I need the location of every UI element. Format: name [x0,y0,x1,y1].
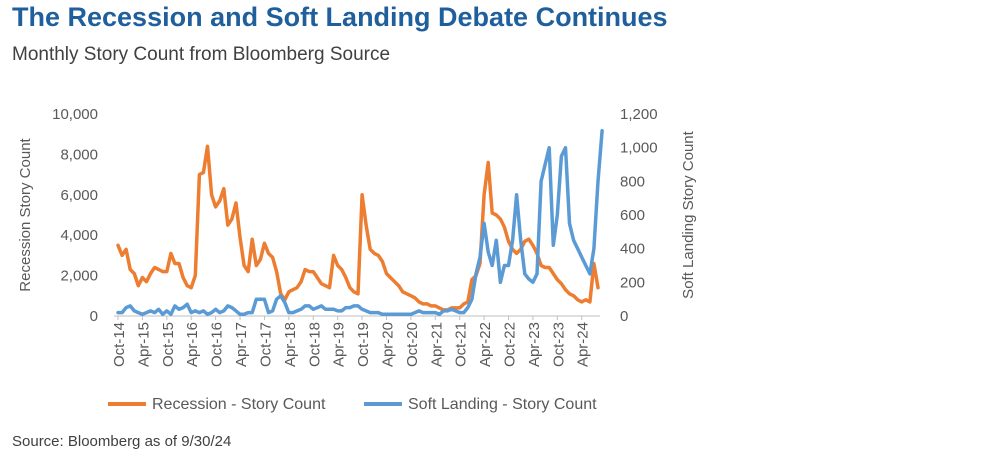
right-y-tick-label: 1,200 [620,106,658,123]
recession-series-line [116,144,600,312]
chart-title: The Recession and Soft Landing Debate Co… [12,2,668,32]
x-tick-label: Oct-21 [453,322,470,367]
right-axis-title: Soft Landing Story Count [680,130,697,298]
soft-landing-series-line [116,129,604,317]
right-y-tick-label: 800 [620,173,645,190]
x-tick-label: Oct-23 [550,322,567,367]
x-tick-label: Apr-23 [526,322,543,367]
left-y-tick-label: 0 [90,308,98,325]
right-y-tick-label: 0 [620,308,628,325]
x-tick-label: Apr-15 [135,322,152,367]
source-note: Source: Bloomberg as of 9/30/24 [12,433,232,450]
x-tick-label: Oct-15 [160,322,177,367]
legend-label: Recession - Story Count [152,396,326,413]
x-tick-label: Apr-22 [477,322,494,367]
chart-subtitle: Monthly Story Count from Bloomberg Sourc… [12,44,391,65]
x-tick-label: Oct-14 [111,322,128,367]
x-tick-label: Oct-22 [502,322,519,367]
x-tick-label: Apr-17 [233,322,250,367]
right-y-tick-label: 200 [620,274,645,291]
x-tick-label: Apr-19 [331,322,348,367]
chart-axes: Oct-14 Apr-15 Oct-15 Apr-16 Oct-16 Apr-17 Oct-… [17,106,697,367]
x-tick-label: Apr-21 [428,322,445,367]
right-y-tick-label: 1,000 [620,140,658,157]
x-tick-label: Oct-18 [306,322,323,367]
legend-label: Soft Landing - Story Count [408,396,597,413]
left-y-tick-label: 2,000 [60,268,98,285]
left-axis-title: Recession Story Count [17,137,34,291]
left-y-tick-label: 6,000 [60,187,98,204]
x-tick-label: Apr-20 [379,322,396,367]
x-tick-label: Oct-16 [209,322,226,367]
right-y-tick-label: 400 [620,241,645,258]
x-tick-label: Apr-24 [575,322,592,367]
left-y-tick-label: 4,000 [60,227,98,244]
left-y-tick-label: 10,000 [52,106,98,123]
x-tick-label: Oct-17 [257,322,274,367]
chart-legend: Recession - Story Count Soft Landing - St… [108,396,597,413]
x-tick-label: Oct-20 [404,322,421,367]
left-y-tick-label: 8,000 [60,146,98,163]
x-tick-label: Apr-18 [282,322,299,367]
x-tick-label: Oct-19 [355,322,372,367]
x-tick-label: Apr-16 [184,322,201,367]
right-y-tick-label: 600 [620,207,645,224]
chart-series [116,129,604,317]
